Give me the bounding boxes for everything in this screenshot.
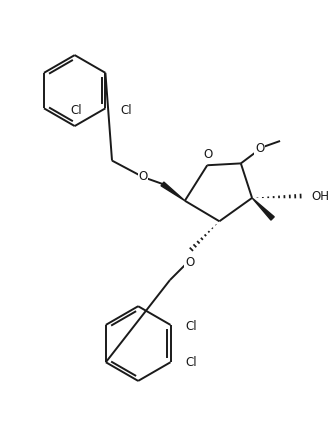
Text: Cl: Cl: [120, 104, 132, 116]
Text: O: O: [204, 148, 213, 161]
Text: OH: OH: [312, 189, 328, 203]
Text: O: O: [185, 256, 194, 269]
Text: O: O: [138, 170, 148, 183]
Polygon shape: [161, 182, 185, 201]
Text: Cl: Cl: [185, 320, 197, 333]
Text: Cl: Cl: [71, 104, 82, 117]
Text: Cl: Cl: [185, 356, 197, 369]
Text: O: O: [255, 142, 264, 155]
Polygon shape: [252, 198, 274, 220]
